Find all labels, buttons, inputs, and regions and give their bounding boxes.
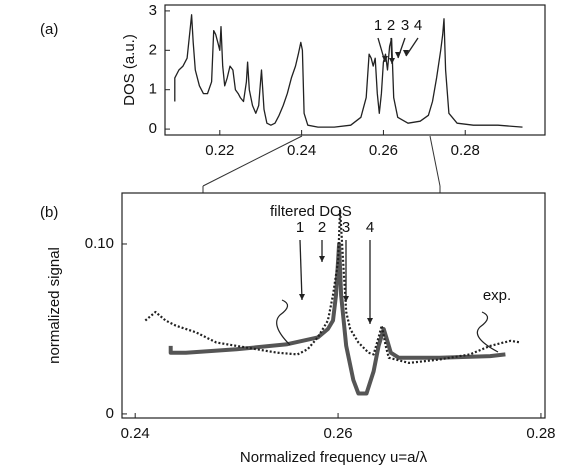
peak-arrowhead: [382, 56, 388, 62]
peak-arrow: [299, 239, 303, 301]
peak-arrowhead: [343, 296, 349, 302]
x-tick-label: 0.26: [369, 142, 398, 159]
y-tick-label: 0: [149, 120, 157, 137]
y-tick-label: 0: [106, 405, 114, 422]
peak-label: 3: [342, 219, 350, 236]
peak-label: 4: [414, 17, 422, 34]
peak-arrowhead: [395, 52, 401, 58]
panel-label: (a): [40, 21, 58, 38]
peak-arrowhead: [403, 50, 409, 56]
x-tick-label: 0.28: [526, 425, 555, 442]
peak-label: 3: [401, 17, 409, 34]
y-tick-label: 2: [149, 41, 157, 58]
x-tick-label: 0.26: [323, 425, 352, 442]
data-line: [168, 242, 506, 396]
zoom-connector: [429, 135, 441, 187]
data-line: [144, 208, 521, 364]
y-tick-label: 3: [149, 2, 157, 19]
peak-arrowhead: [367, 318, 373, 324]
x-tick-label: 0.24: [287, 142, 316, 159]
peak-label: 2: [318, 219, 326, 236]
peak-label: 4: [366, 219, 374, 236]
filtered-label: filtered DOS: [270, 203, 352, 220]
y-tick-label: 0.10: [85, 235, 114, 252]
x-tick-label: 0.22: [205, 142, 234, 159]
zoom-connector: [202, 135, 303, 187]
peak-label: 2: [387, 17, 395, 34]
x-tick-label: 0.24: [121, 425, 150, 442]
y-axis-label: DOS (a.u.): [121, 34, 138, 106]
data-line: [174, 14, 523, 128]
plot-frame: [121, 192, 546, 419]
y-axis-label: normalized signal: [46, 247, 63, 364]
peak-arrowhead: [389, 58, 395, 64]
peak-arrowhead: [319, 256, 325, 262]
peak-label: 1: [296, 219, 304, 236]
callout: [476, 311, 499, 353]
y-tick-label: 1: [149, 81, 157, 98]
x-axis-label: Normalized frequency u=a/λ: [240, 449, 428, 466]
exp-label: exp.: [483, 287, 511, 304]
callout: [276, 299, 291, 346]
x-tick-label: 0.28: [451, 142, 480, 159]
peak-arrow: [405, 37, 419, 57]
peak-arrowhead: [299, 294, 305, 300]
plot-frame: [164, 4, 546, 136]
panel-label: (b): [40, 204, 58, 221]
peak-label: 1: [374, 17, 382, 34]
